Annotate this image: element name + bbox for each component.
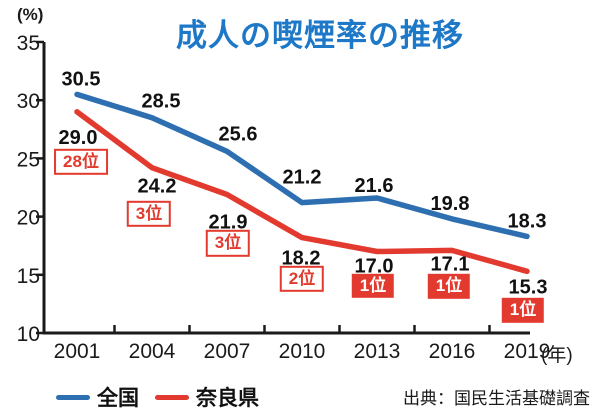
value-label: 30.5 — [62, 68, 101, 90]
source-note: 出典：国民生活基礎調査 — [403, 389, 590, 408]
value-label: 15.3 — [509, 276, 548, 298]
value-label: 29.0 — [59, 127, 98, 149]
value-label: 21.6 — [355, 175, 394, 197]
legend-line-swatch — [155, 394, 189, 400]
value-label: 21.9 — [209, 212, 248, 234]
rank-badge: 1位 — [351, 273, 395, 298]
legend-label: 全国 — [97, 387, 139, 410]
y-tick-label: 30 — [17, 90, 40, 113]
x-tick-label: 2004 — [129, 340, 176, 363]
value-label: 24.2 — [138, 176, 177, 198]
value-label: 18.2 — [282, 248, 321, 270]
value-label: 17.0 — [355, 256, 394, 278]
series-line-奈良県 — [74, 109, 530, 275]
y-axis-unit-label: (%) — [17, 5, 44, 24]
x-tick-label: 2010 — [279, 340, 326, 363]
rank-badge: 28位 — [54, 148, 108, 176]
value-label: 25.6 — [219, 123, 258, 145]
x-tick-label: 2013 — [354, 340, 401, 363]
value-label: 19.8 — [431, 193, 470, 215]
x-tick-label: 2016 — [429, 340, 476, 363]
y-tick-label: 35 — [17, 32, 40, 55]
page-title: 成人の喫煙率の推移 — [176, 18, 464, 53]
y-tick-label: 15 — [17, 265, 40, 288]
legend-line-swatch — [56, 394, 90, 400]
legend-label: 奈良県 — [196, 387, 259, 410]
value-label: 28.5 — [142, 91, 181, 113]
rank-badge: 1位 — [501, 298, 545, 323]
value-label: 17.1 — [431, 253, 470, 275]
rank-badge: 3位 — [126, 200, 172, 227]
legend: 全国 奈良県 — [56, 382, 275, 412]
x-tick-label: 2001 — [54, 340, 101, 363]
value-label: 21.2 — [283, 167, 322, 189]
x-tick-label: 2019 — [504, 340, 551, 363]
y-tick-label: 10 — [17, 323, 40, 346]
y-tick-label: 25 — [17, 148, 40, 171]
rank-badge: 3位 — [205, 230, 251, 257]
series-line-全国 — [74, 91, 530, 240]
rank-badge: 1位 — [427, 274, 471, 299]
y-tick-label: 20 — [17, 207, 40, 230]
rank-badge: 2位 — [279, 265, 325, 292]
x-axis-unit-label: (年) — [541, 345, 573, 366]
x-tick-label: 2007 — [204, 340, 251, 363]
value-label: 18.3 — [508, 210, 547, 232]
legend-item: 奈良県 — [155, 382, 259, 412]
legend-item: 全国 — [56, 382, 139, 412]
